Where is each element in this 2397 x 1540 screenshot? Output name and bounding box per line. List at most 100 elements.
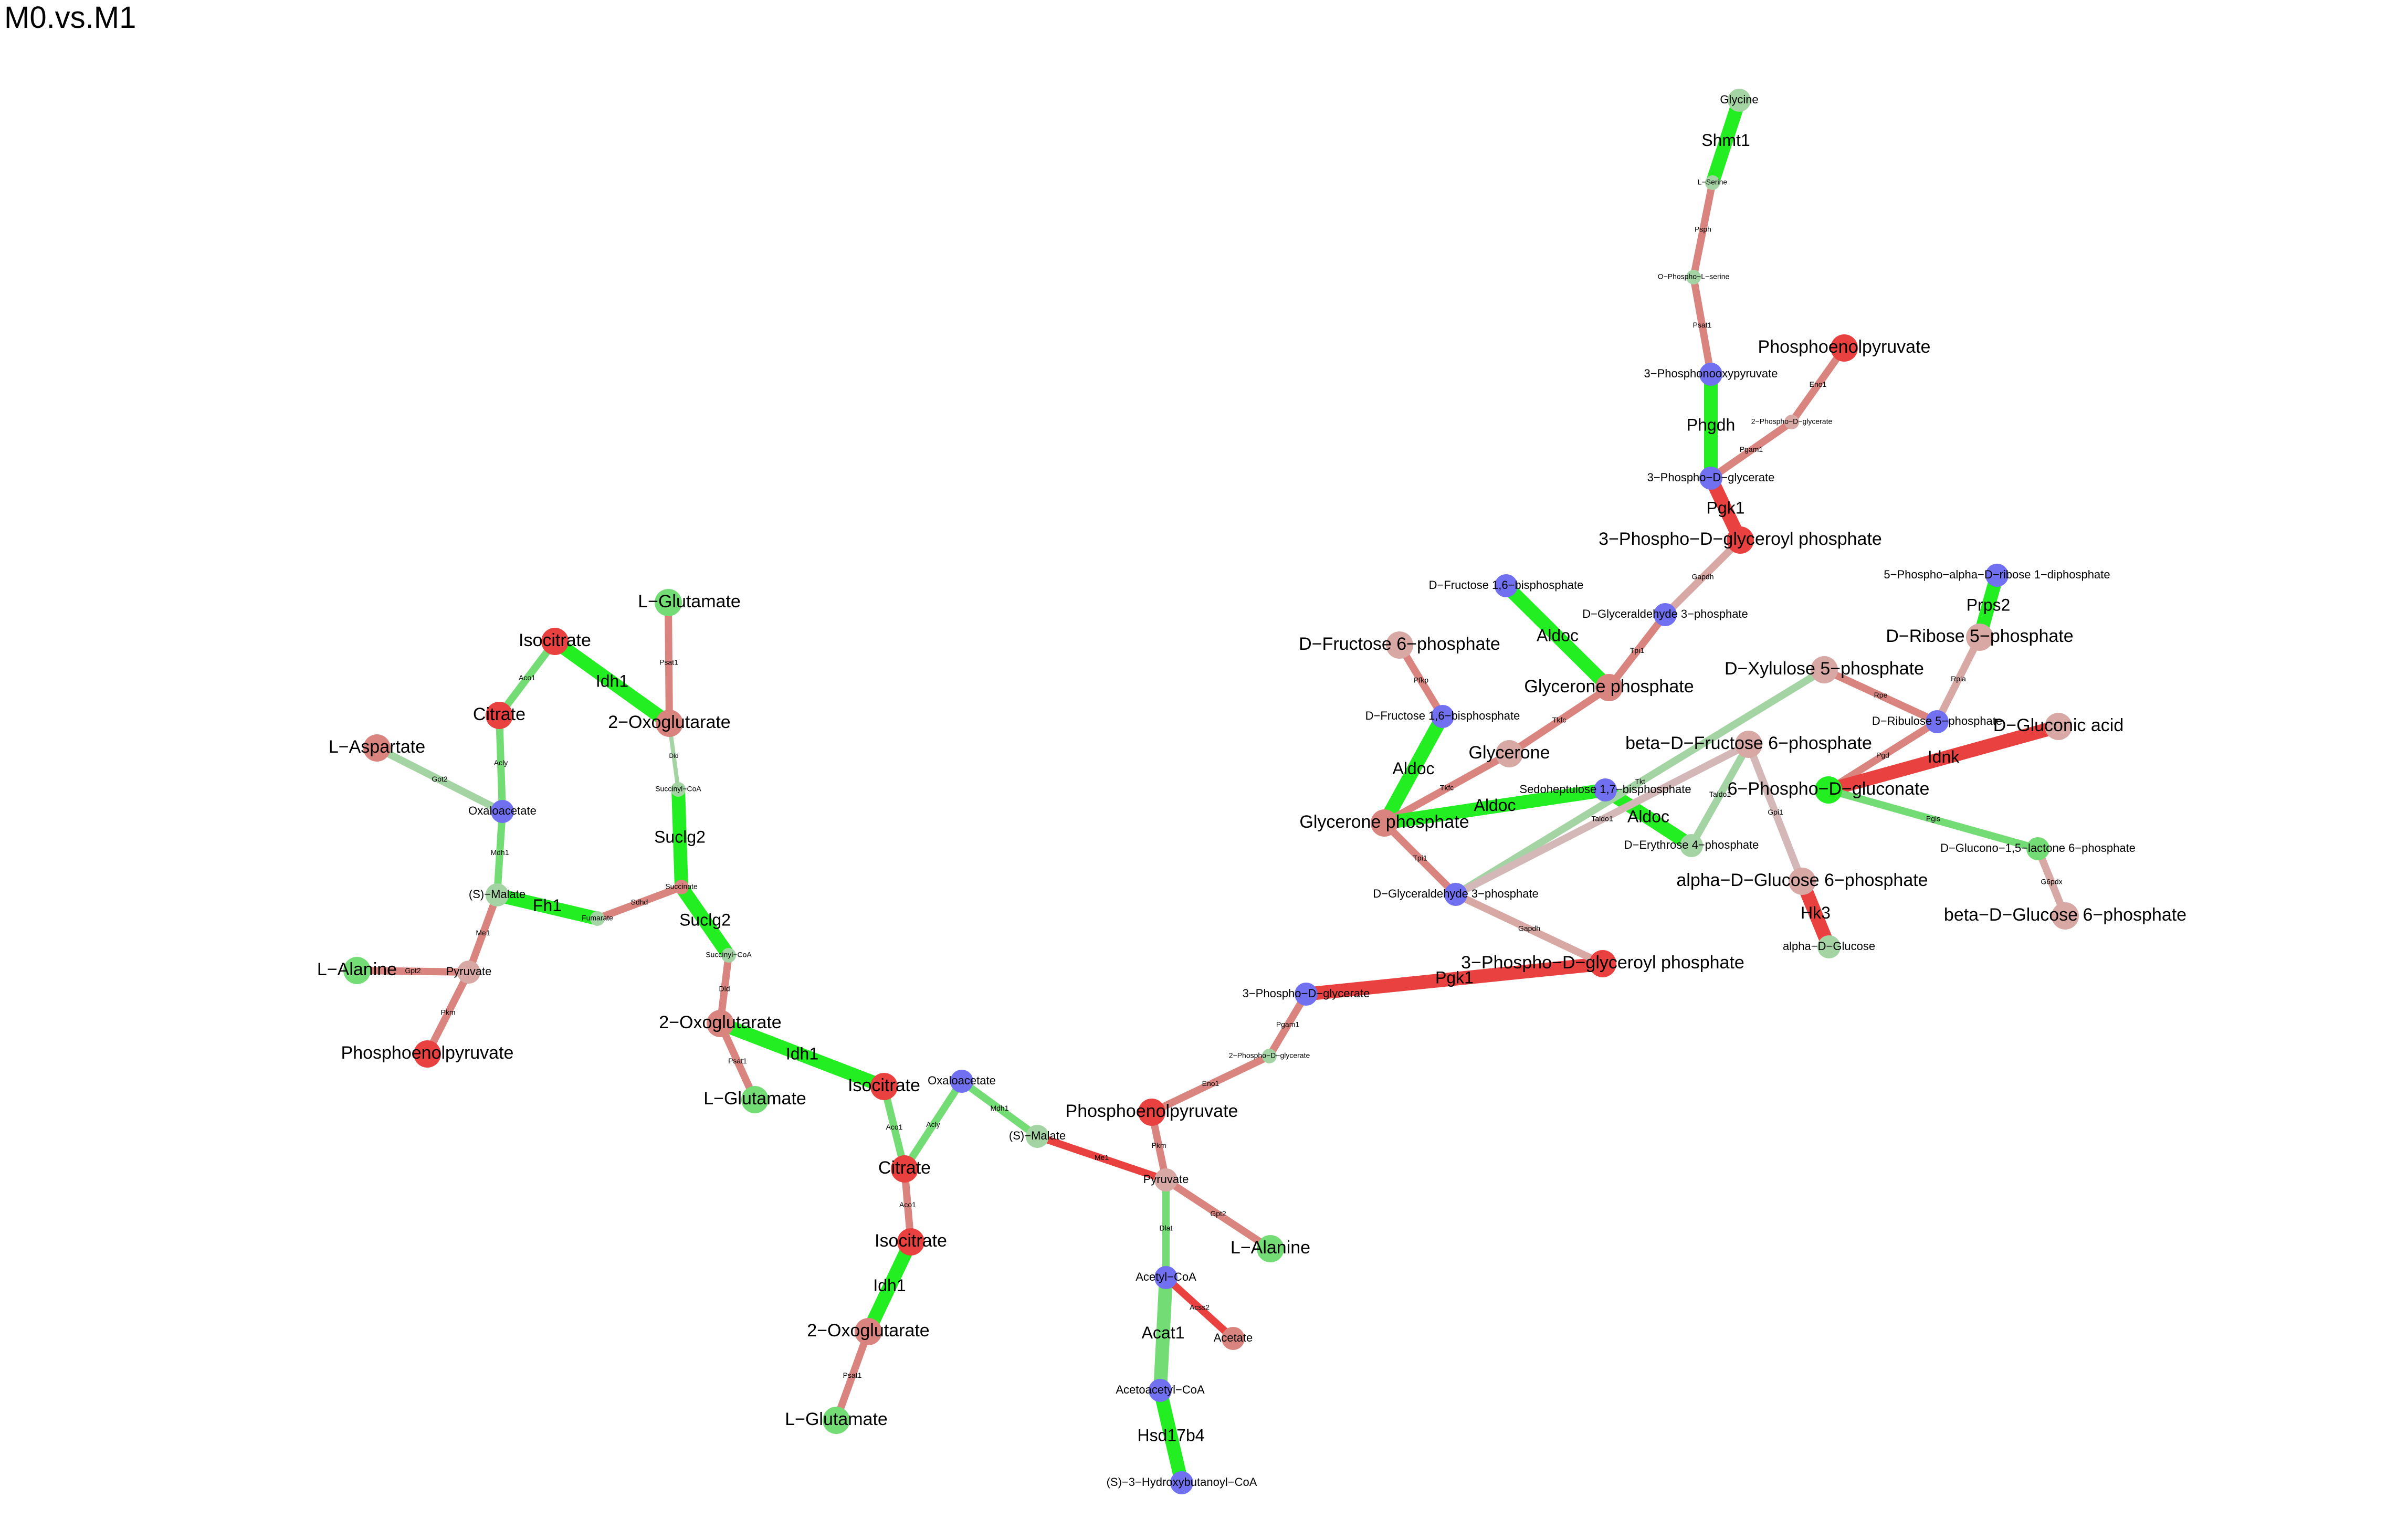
edge-rpe [1821,666,1941,725]
edge-eno1 [1148,1052,1273,1116]
node-label: D−Erythrose 4−phosphate [1624,838,1759,851]
node-label: D−Glyceraldehyde 3−phosphate [1582,607,1748,620]
node-label: (S)−3−Hydroxybutanoyl−CoA [1107,1475,1257,1489]
node-n45 [1811,656,1838,683]
node-n10 [674,880,689,894]
edge-label: Pgam1 [1740,445,1763,453]
node-label: D−Ribose 5−phosphate [1886,626,2073,646]
edge-label: Fh1 [533,896,562,915]
edge-label: Aco1 [886,1123,903,1131]
node-label: 3−Phospho−D−glyceroyl phosphate [1599,529,1882,549]
node-label: Sedoheptulose 1,7−bisphosphate [1519,783,1691,796]
node-n24 [1138,1099,1165,1126]
edge-label: Idh1 [596,671,628,690]
node-label: D−Fructose 6−phosphate [1299,634,1500,654]
node-n36 [1431,705,1454,728]
node-n26 [1257,1235,1284,1262]
node-label: alpha−D−Glucose [1783,940,1875,953]
node-n23 [823,1407,850,1434]
edge-label: Mdh1 [990,1104,1008,1112]
node-n58 [1784,415,1799,429]
node-n38 [1496,740,1523,767]
node-n14 [721,948,736,963]
edge-label: Dld [719,985,730,993]
edge-me1 [1034,1133,1170,1184]
edge-label: Pgk1 [1707,498,1745,517]
node-n21 [897,1228,924,1256]
node-n62 [1728,89,1751,112]
node-label: Isocitrate [875,1231,947,1251]
edge-label: Gapdh [1518,924,1540,933]
edge-suclg2 [671,783,688,894]
edge-label: Tkt [1635,777,1645,786]
edge-label: Aco1 [899,1200,916,1209]
node-label: Phosphoenolpyruvate [1758,337,1931,357]
edge-taldo1 [1452,741,1752,898]
edge-label: Eno1 [1810,380,1827,388]
node-n50 [1966,624,1993,651]
edge-label: Hsd17b4 [1137,1426,1204,1444]
node-n48 [1815,776,1842,804]
edge-acly [496,712,506,815]
node-n42 [1594,778,1617,801]
node-n31 [1262,1049,1277,1063]
node-label: L−Alanine [1231,1238,1310,1258]
node-n22 [855,1318,882,1345]
node-n12 [457,961,480,984]
edge-label: Mdh1 [490,848,509,857]
node-n55 [1727,526,1754,554]
edge-tpi1 [1605,611,1669,691]
node-n59 [1699,363,1722,386]
edge-layer [353,93,2069,1490]
node-n35 [1371,809,1398,837]
node-label: 3−Phospho−D−glycerate [1647,471,1775,484]
node-label: beta−D−Fructose 6−phosphate [1625,733,1872,753]
edge-pgam1 [1707,418,1795,482]
node-label: 2−Phospho−D−glycerate [1229,1051,1310,1060]
node-n61 [1705,175,1720,190]
node-n20 [1026,1125,1049,1148]
node-n49 [1926,710,1949,733]
node-label: 2−Oxoglutarate [608,712,730,732]
node-label: L−Glutamate [638,592,741,611]
node-label: 2−Oxoglutarate [659,1012,781,1032]
node-n57 [1831,334,1858,362]
node-n17 [870,1073,898,1100]
node-n28 [1222,1327,1245,1350]
edge-label: Psph [1695,225,1711,234]
node-label: Phosphoenolpyruvate [1066,1101,1238,1121]
node-label: Isocitrate [848,1075,920,1095]
edge-hsd17b4 [1153,1384,1189,1490]
edge-label: Pgam1 [1276,1020,1300,1029]
edge-label: Idnk [1928,747,1960,766]
edge-got2 [373,744,506,815]
edge-label: Gapdh [1691,573,1713,581]
edge-label: Me1 [476,929,490,937]
edge-label: Suclg2 [679,910,731,929]
edge-mdh1 [493,808,506,899]
node-n43 [1680,834,1703,857]
node-label: D−Fructose 1,6−bisphosphate [1429,578,1584,592]
edge-tkfc [1381,750,1513,827]
edge-label: Hk3 [1801,903,1831,922]
edge-aldoc [1599,783,1698,852]
node-label: L−Glutamate [785,1409,888,1429]
node-label: 2−Phospho−D−glycerate [1751,417,1833,426]
edge-label: Psat1 [728,1057,747,1065]
edge-label: Aco1 [519,673,535,682]
node-label: Isocitrate [519,630,591,650]
chart-title: M0.vs.M1 [4,1,136,35]
node-label: Phosphoenolpyruvate [341,1043,514,1063]
node-label: D−Glucono−1,5−lactone 6−phosphate [1940,841,2136,855]
edge-label: Psat1 [843,1371,862,1379]
node-label: D−Gluconic acid [1993,715,2124,735]
edge-label: Pgd [1876,751,1889,760]
edge-tkt [1452,666,1828,898]
node-n40 [1495,574,1518,597]
edge-label: Prps2 [1967,595,2011,614]
node-label: O−Phospho−L−serine [1658,272,1730,281]
node-n47 [1817,935,1841,958]
node-label: 3−Phospho−D−glycerate [1243,987,1370,1000]
edge-idh1 [861,1235,918,1338]
